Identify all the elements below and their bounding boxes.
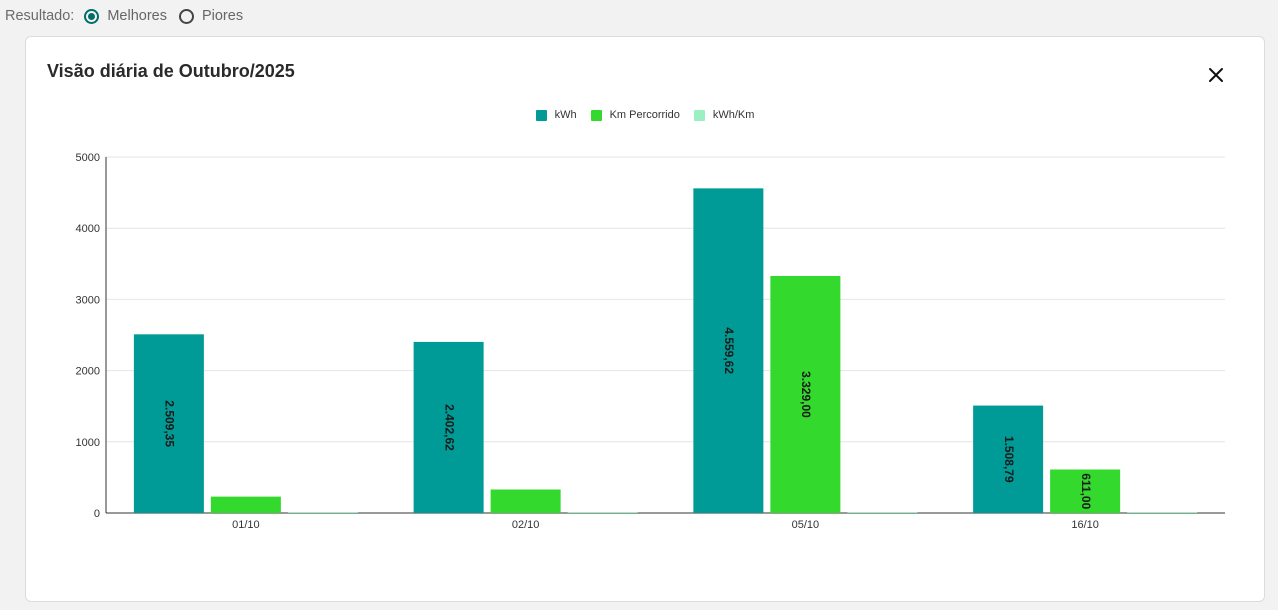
bar-data-label: 3.329,00 [799,371,813,418]
legend-label: kWh [554,109,577,121]
x-tick-label: 16/10 [1071,519,1099,531]
result-filter-label: Resultado: [5,8,75,24]
y-tick-label: 3000 [76,294,100,306]
legend-swatch [535,109,547,121]
card-title: Visão diária de Outubro/2025 [47,61,295,81]
bar [490,489,561,513]
radio-label-melhores: Melhores [107,8,167,24]
chart-legend: kWh Km Percorrido kWh/Km [26,109,1264,121]
y-tick-label: 5000 [76,152,100,164]
x-tick-label: 02/10 [512,519,540,531]
bar [1050,469,1121,513]
radio-option-melhores[interactable]: Melhores [84,8,167,24]
bar [133,334,204,513]
y-tick-label: 2000 [76,366,100,378]
close-icon[interactable] [1206,65,1226,85]
bar-data-label: 1.508,79 [1002,436,1016,483]
bar [413,341,484,513]
legend-label: kWh/Km [712,109,755,121]
radio-checked-icon[interactable] [84,8,100,24]
close-button[interactable] [1206,65,1226,85]
bar [973,405,1044,513]
legend-item-kwh[interactable]: kWh [535,109,577,121]
y-tick-label: 1000 [76,437,100,449]
x-tick-label: 01/10 [232,519,260,531]
y-tick-label: 0 [94,508,100,520]
legend-swatch [693,109,705,121]
y-tick-label: 4000 [76,223,100,235]
bar-chart: 0 1000 2000 3000 4000 5000 2.509,35 01/10 2.402,… [76,152,1225,531]
bar-data-label: 611,00 [1079,473,1093,509]
result-filter: Resultado: Melhores Piores [0,0,1278,32]
chart-card: Visão diária de Outubro/2025 kWh Km Perc… [25,36,1265,602]
radio-unchecked-icon[interactable] [178,8,194,24]
legend-item-kwh-km[interactable]: kWh/Km [693,109,755,121]
bar [210,496,281,513]
bar [287,512,358,513]
legend-label: Km Percorrido [609,109,680,121]
bar [847,512,918,513]
bar [693,188,764,514]
bar-data-label: 4.559,62 [722,327,736,374]
bar-data-label: 2.402,62 [442,404,456,451]
bar [770,275,841,513]
bar [567,512,638,513]
x-tick-label: 05/10 [792,519,820,531]
radio-option-piores[interactable]: Piores [178,8,244,24]
bar-data-label: 2.509,35 [163,400,177,447]
bar [1127,512,1198,513]
radio-label-piores: Piores [201,8,244,24]
legend-swatch [590,109,602,121]
legend-item-km-percorrido[interactable]: Km Percorrido [590,109,680,121]
